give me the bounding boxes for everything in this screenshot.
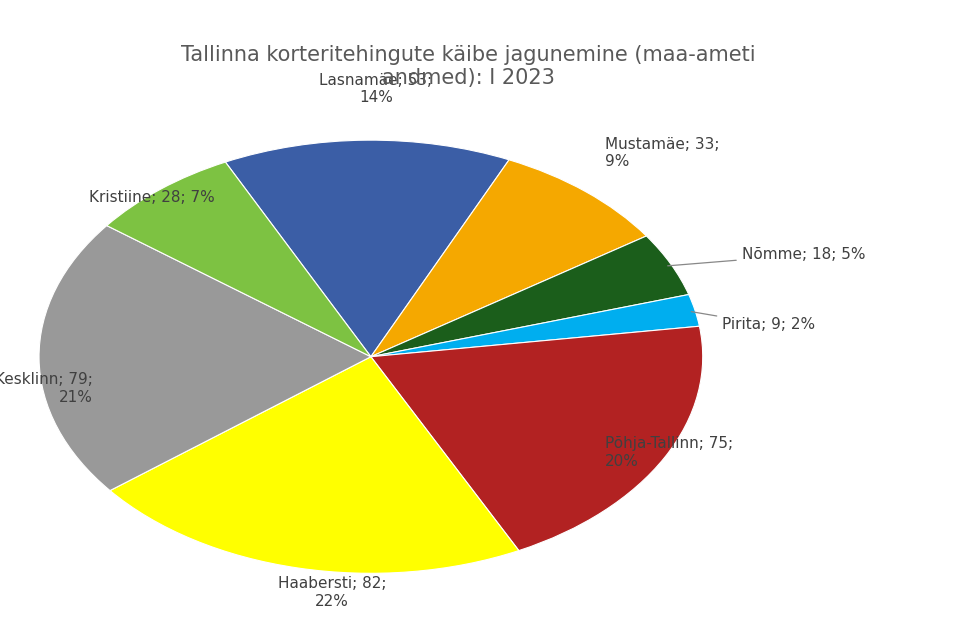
- Text: Pirita; 9; 2%: Pirita; 9; 2%: [691, 311, 815, 333]
- Text: Kristiine; 28; 7%: Kristiine; 28; 7%: [89, 190, 215, 205]
- Wedge shape: [110, 357, 519, 573]
- Wedge shape: [371, 160, 646, 357]
- Text: Haabersti; 82;
22%: Haabersti; 82; 22%: [277, 576, 386, 609]
- Text: Põhja-Tallinn; 75;
20%: Põhja-Tallinn; 75; 20%: [605, 436, 733, 469]
- Wedge shape: [225, 140, 509, 357]
- Wedge shape: [106, 162, 371, 357]
- Text: Tallinna korteritehingute käibe jagunemine (maa-ameti
andmed): I 2023: Tallinna korteritehingute käibe jagunemi…: [182, 45, 755, 88]
- Wedge shape: [371, 236, 689, 357]
- Wedge shape: [371, 326, 703, 550]
- Text: Nõmme; 18; 5%: Nõmme; 18; 5%: [668, 247, 866, 266]
- Wedge shape: [371, 294, 700, 357]
- Text: Kesklinn; 79;
21%: Kesklinn; 79; 21%: [0, 373, 93, 404]
- Wedge shape: [39, 225, 371, 490]
- Text: Mustamäe; 33;
9%: Mustamäe; 33; 9%: [605, 137, 719, 169]
- Text: Lasnamäe; 53;
14%: Lasnamäe; 53; 14%: [319, 73, 432, 105]
